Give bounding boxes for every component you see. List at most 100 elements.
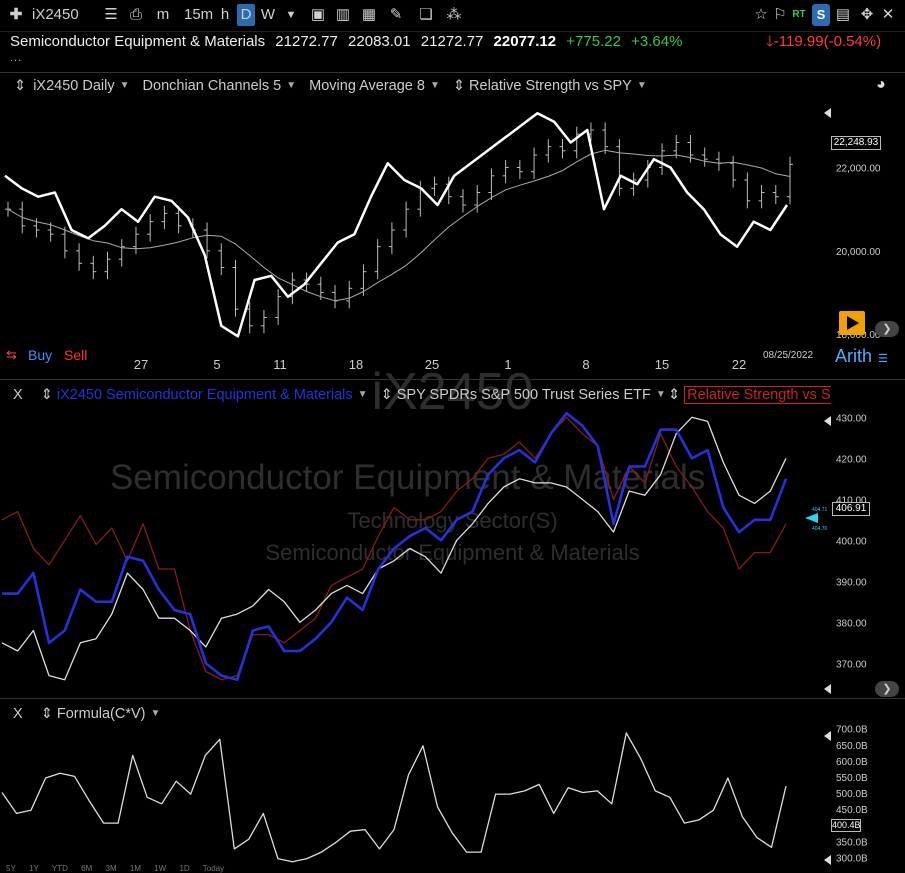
play-button[interactable] (839, 311, 865, 335)
x-axis-date: 8 (582, 357, 589, 372)
ix2450-line (2, 411, 788, 682)
y-axis-label: 650.0B (836, 741, 868, 752)
range-5y[interactable]: 5Y (6, 864, 16, 873)
price-study-daily[interactable]: iX2450 Daily ▼ (33, 74, 129, 98)
flag-icon[interactable]: ⚐ (773, 6, 787, 23)
price-scale-marker (824, 108, 831, 118)
scroll-right-button[interactable]: ❯ (875, 321, 899, 337)
range-3m[interactable]: 3M (105, 864, 117, 873)
divider (0, 72, 905, 73)
quote-high: 22083.01 (348, 33, 411, 50)
rs-vs-spy-line (1, 416, 787, 681)
timeframe-d[interactable]: D (237, 4, 255, 26)
quote-last: 22077.12 (493, 33, 557, 50)
x-axis-month: Jul 2022 (177, 373, 226, 375)
formula-line (1, 732, 787, 863)
date-stamp: 08/25/2022 (763, 350, 814, 361)
vol-last-tag: 400.4B (831, 819, 861, 832)
x-axis-date: 15 (655, 357, 669, 372)
more-dots[interactable]: ... (10, 52, 23, 64)
timeframe-h[interactable]: h (220, 6, 230, 23)
s-button[interactable]: S (812, 4, 830, 26)
updown-icon: ⇕ (40, 387, 53, 403)
x-axis-date: 1 (504, 357, 511, 372)
updown-icon: ⇕ (452, 78, 466, 94)
list-icon[interactable]: ☰ (104, 6, 118, 23)
timeframe-m[interactable]: m (156, 6, 170, 23)
range-6m[interactable]: 6M (81, 864, 93, 873)
trade-icon[interactable]: ⇆ (6, 347, 17, 362)
x-axis-date: 11 (273, 357, 287, 372)
moving-average-study[interactable]: Moving Average 8 ▼ (309, 74, 440, 98)
range-1d[interactable]: 1D (179, 864, 190, 873)
y-axis-label: 430.00 (836, 413, 867, 424)
scale-marker-bottom (824, 855, 831, 865)
range-1m[interactable]: 1M (129, 864, 141, 873)
range-bar: 5Y 1Y YTD 6M 3M 1M 1W 1D Today (6, 864, 235, 873)
down-arrow-icon: 🡓 (766, 33, 774, 50)
rs-last-tag: 406.91 (832, 502, 870, 516)
rs-study[interactable]: ⇕ Relative Strength vs SPY ▼ (453, 74, 647, 98)
quote-low: 21272.77 (420, 33, 484, 50)
share-icon[interactable]: ⁂ (446, 6, 462, 23)
range-ytd[interactable]: YTD (51, 864, 68, 873)
last-price-tag: 22,248.93 (831, 136, 881, 150)
small-tag-1: 404.71 (812, 507, 828, 513)
range-1y[interactable]: 1Y (29, 864, 39, 873)
menu-icon: ☰ (878, 353, 888, 365)
palette-icon[interactable]: ◕ (876, 76, 886, 93)
after-hours-quote: 🡓-119.99(-0.54%) (766, 31, 881, 53)
quote-open: 21272.77 (275, 33, 338, 50)
bar-chart-icon[interactable]: ▥ (335, 6, 351, 23)
scale-mode-button[interactable]: Arith ☰ (835, 346, 888, 366)
realtime-button[interactable]: RT (792, 9, 806, 20)
timeframe-15m[interactable]: 15m (184, 6, 214, 23)
star-icon[interactable]: ☆ (754, 6, 768, 23)
y-axis-label: 600.0B (836, 757, 868, 768)
scroll-right-button[interactable]: ❯ (875, 681, 899, 697)
chart-type-icon[interactable]: ▣ (310, 6, 326, 23)
save-icon[interactable]: ▤ (835, 6, 851, 23)
y-axis-label: 380.00 (836, 618, 867, 629)
timeframe-dropdown-icon[interactable]: ▼ (285, 9, 297, 21)
sell-button[interactable]: Sell (64, 347, 88, 363)
y-axis-label: 20,000.00 (836, 247, 881, 258)
close-panel-button[interactable]: X (13, 706, 23, 722)
toolbar: ✚ iX2450 ☰ ⎙ m 15m h D W ▼ ▣ ▥ ▦ ✎ ❏ ⁂ ☆… (0, 0, 905, 32)
quote-change-pct: +3.64% (631, 33, 683, 50)
range-1w[interactable]: 1W (154, 864, 167, 873)
symbol-label[interactable]: iX2450 (32, 6, 79, 23)
calculator-icon[interactable]: ▦ (361, 6, 377, 23)
y-axis-label: 22,000.00 (836, 164, 881, 175)
buy-button[interactable]: Buy (28, 347, 53, 363)
spy-line (1, 416, 787, 681)
moving-average-line (7, 149, 791, 302)
timeframe-w[interactable]: W (260, 6, 276, 23)
layers-icon[interactable]: ❏ (419, 6, 433, 23)
close-icon[interactable]: ✕ (881, 6, 895, 23)
divider (0, 379, 905, 380)
move-icon[interactable]: ✥ (860, 6, 874, 23)
y-axis-label: 500.0B (836, 789, 868, 800)
donchian-study[interactable]: Donchian Channels 5 ▼ (143, 74, 297, 98)
x-axis-date: 25 (425, 357, 439, 372)
close-panel-button[interactable]: X (13, 387, 23, 403)
print-icon[interactable]: ⎙ (129, 6, 142, 23)
y-axis-label: 370.00 (836, 659, 867, 670)
draw-icon[interactable]: ✎ (389, 6, 403, 23)
formula-study[interactable]: ⇕ Formula(C*V) ▼ (41, 702, 161, 726)
vol-panel-header: X ⇕ Formula(C*V) ▼ (13, 702, 169, 726)
y-axis-label: 300.0B (836, 854, 868, 865)
add-symbol-button[interactable]: ✚ (9, 6, 23, 23)
updown-icon[interactable]: ⇕ (14, 78, 27, 94)
small-tag-2: 404.70 (812, 526, 828, 532)
updown-icon: ⇕ (40, 706, 53, 722)
range-today[interactable]: Today (202, 864, 225, 873)
buy-sell-bar: ⇆ Buy Sell (6, 347, 87, 363)
series-rs[interactable]: ⇕Relative Strength vs SPY (668, 383, 831, 407)
last-value-arrow (805, 513, 818, 523)
divider (0, 698, 905, 699)
series-ix2450[interactable]: ⇕ iX2450 Semiconductor Equipment & Materi… (41, 383, 368, 407)
series-spy[interactable]: ⇕ SPY SPDRs S&P 500 Trust Series ETF ▼ (381, 383, 666, 407)
